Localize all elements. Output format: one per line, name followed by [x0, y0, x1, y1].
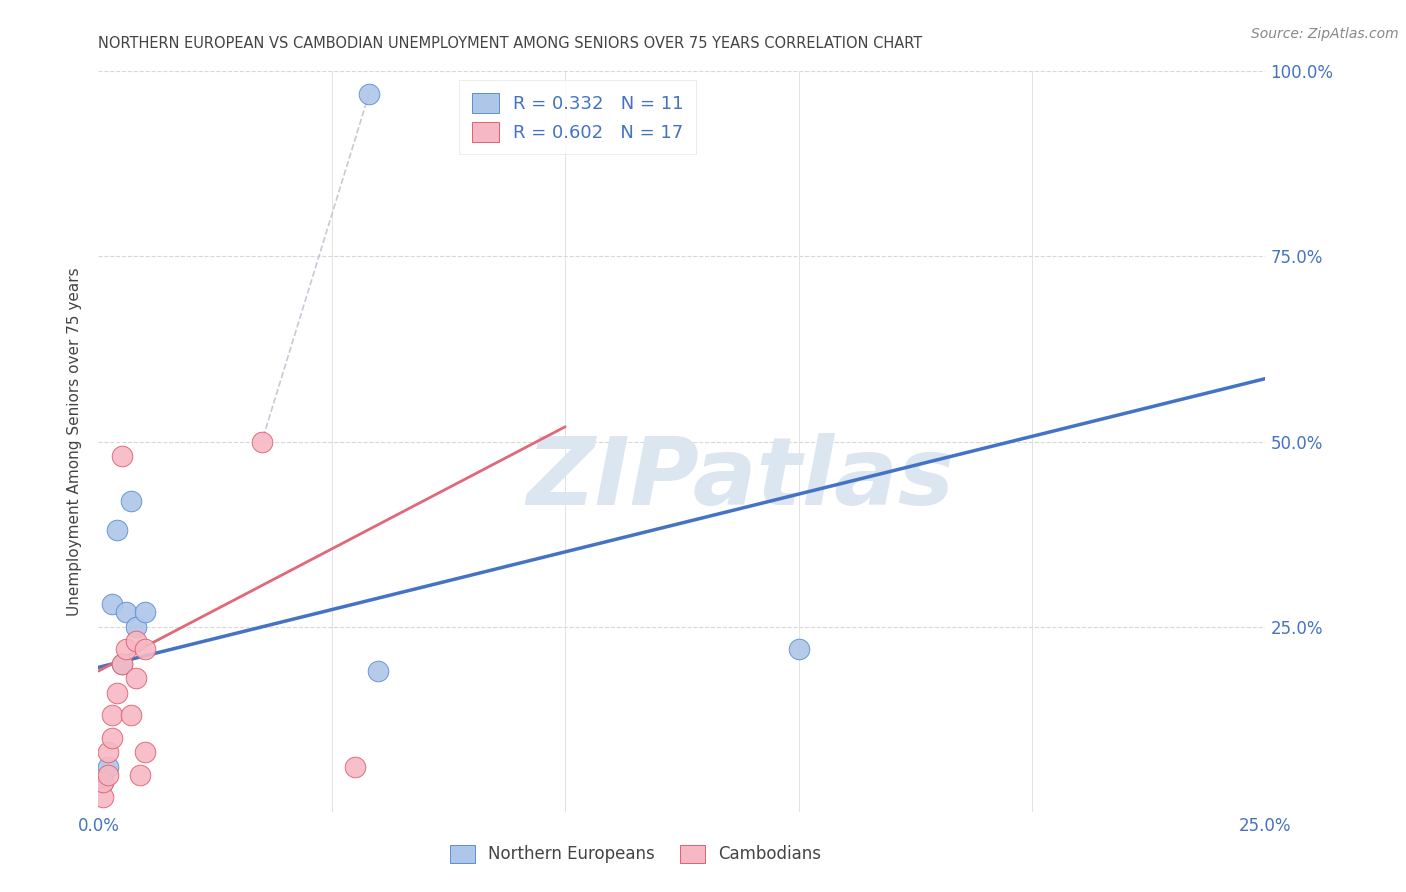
Point	[101, 708, 124, 723]
Point	[115, 641, 138, 656]
Text: NORTHERN EUROPEAN VS CAMBODIAN UNEMPLOYMENT AMONG SENIORS OVER 75 YEARS CORRELAT: NORTHERN EUROPEAN VS CAMBODIAN UNEMPLOYM…	[98, 36, 922, 51]
Point	[101, 598, 124, 612]
Point	[97, 746, 120, 760]
Point	[105, 686, 128, 700]
Point	[111, 450, 134, 464]
Point	[125, 634, 148, 648]
Point	[134, 641, 156, 656]
Point	[787, 641, 810, 656]
Point	[359, 87, 381, 101]
Point	[115, 605, 138, 619]
Point	[134, 605, 156, 619]
Text: ZIPatlas: ZIPatlas	[526, 433, 955, 524]
Point	[91, 775, 114, 789]
Point	[250, 434, 273, 449]
Point	[91, 789, 114, 804]
Point	[344, 760, 367, 774]
Point	[125, 619, 148, 633]
Point	[120, 493, 142, 508]
Point	[101, 731, 124, 745]
Point	[129, 767, 152, 781]
Point	[134, 746, 156, 760]
Text: Source: ZipAtlas.com: Source: ZipAtlas.com	[1251, 27, 1399, 41]
Point	[105, 524, 128, 538]
Y-axis label: Unemployment Among Seniors over 75 years: Unemployment Among Seniors over 75 years	[67, 268, 83, 615]
Point	[97, 760, 120, 774]
Point	[111, 657, 134, 671]
Point	[91, 775, 114, 789]
Point	[97, 767, 120, 781]
Point	[111, 657, 134, 671]
Point	[120, 708, 142, 723]
Point	[367, 664, 389, 678]
Legend: Northern Europeans, Cambodians: Northern Europeans, Cambodians	[443, 838, 828, 870]
Point	[125, 672, 148, 686]
